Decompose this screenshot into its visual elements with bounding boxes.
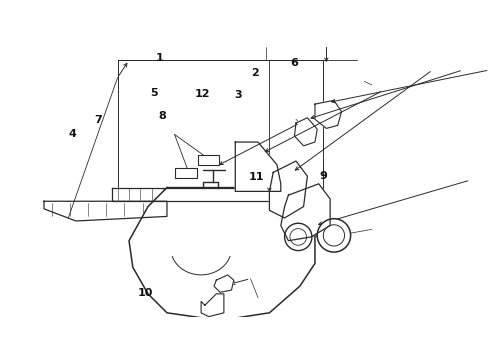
- Polygon shape: [201, 294, 224, 316]
- Polygon shape: [129, 188, 315, 320]
- Polygon shape: [44, 201, 167, 221]
- Text: 5: 5: [150, 87, 158, 98]
- Polygon shape: [315, 100, 342, 129]
- Text: 7: 7: [95, 115, 102, 125]
- Text: 8: 8: [158, 111, 166, 121]
- Polygon shape: [214, 275, 234, 292]
- Polygon shape: [294, 118, 317, 146]
- Polygon shape: [235, 142, 281, 192]
- Text: 11: 11: [249, 172, 264, 182]
- Text: 1: 1: [156, 53, 164, 63]
- FancyBboxPatch shape: [175, 168, 196, 178]
- Text: 9: 9: [319, 171, 327, 181]
- Text: 3: 3: [234, 90, 242, 100]
- Circle shape: [317, 219, 351, 252]
- Text: 6: 6: [290, 58, 298, 68]
- FancyBboxPatch shape: [198, 155, 220, 165]
- Polygon shape: [281, 184, 330, 241]
- Text: 2: 2: [251, 68, 259, 78]
- Polygon shape: [270, 161, 307, 218]
- Text: 10: 10: [137, 288, 153, 298]
- Text: 12: 12: [195, 89, 210, 99]
- Text: 4: 4: [69, 129, 76, 139]
